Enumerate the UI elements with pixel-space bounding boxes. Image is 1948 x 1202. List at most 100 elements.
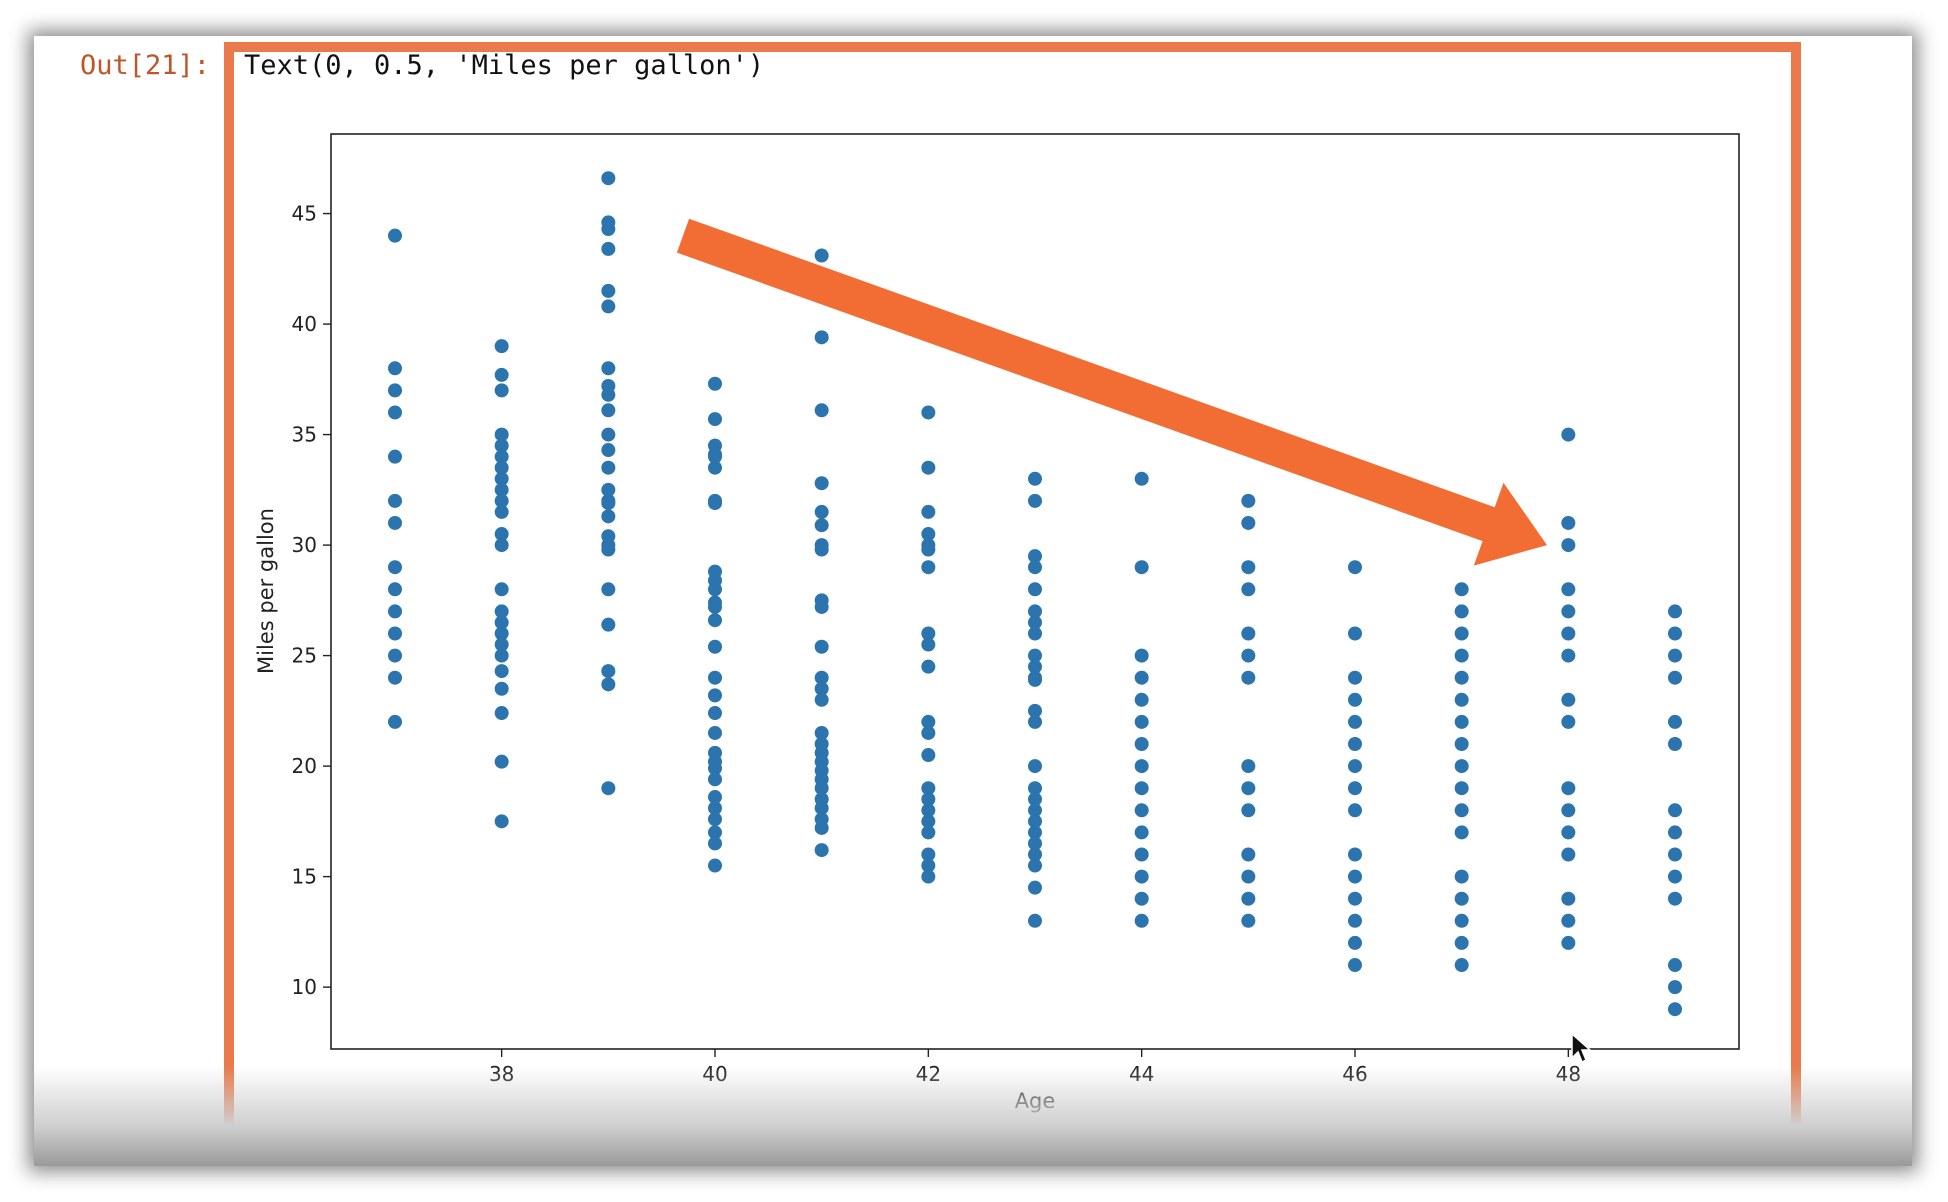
- trend-arrow-annotation: [676, 218, 1547, 566]
- data-point: [1348, 891, 1362, 906]
- data-point: [1348, 670, 1362, 685]
- data-point: [1134, 869, 1149, 884]
- data-point: [1134, 648, 1149, 663]
- data-point: [1028, 672, 1042, 687]
- data-point: [1028, 560, 1042, 575]
- data-point: [1561, 913, 1576, 928]
- data-point: [708, 706, 722, 721]
- data-point: [1454, 582, 1469, 597]
- x-tick-label: 38: [489, 1062, 514, 1086]
- data-point: [494, 339, 509, 354]
- data-point: [1668, 1002, 1682, 1017]
- data-point: [1561, 803, 1576, 818]
- data-point: [1028, 814, 1042, 829]
- data-point: [1028, 549, 1042, 564]
- data-point: [1028, 803, 1042, 818]
- data-point: [1454, 759, 1469, 774]
- data-point: [601, 222, 616, 237]
- data-point: [1028, 759, 1042, 774]
- data-point: [921, 847, 936, 862]
- data-point: [1134, 737, 1149, 751]
- data-point: [1668, 604, 1682, 619]
- data-point: [921, 869, 936, 884]
- data-point: [1348, 913, 1362, 928]
- data-point: [921, 825, 936, 840]
- data-point: [1134, 913, 1149, 928]
- data-point: [1454, 714, 1469, 729]
- data-point: [921, 781, 936, 796]
- data-point: [921, 748, 936, 763]
- data-point: [1028, 880, 1042, 895]
- data-point: [494, 754, 509, 769]
- data-point: [1561, 847, 1576, 862]
- data-point: [708, 858, 722, 873]
- data-point: [708, 460, 722, 475]
- data-point: [1454, 737, 1469, 751]
- data-point: [814, 504, 829, 519]
- data-point: [494, 438, 509, 453]
- data-point: [708, 790, 722, 805]
- data-point: [1028, 648, 1042, 663]
- data-point: [601, 664, 616, 679]
- notebook-output-window: Out[21]: Text(0, 0.5, 'Miles per gallon'…: [34, 36, 1912, 1166]
- data-point: [708, 582, 722, 597]
- y-tick-label: 15: [292, 865, 317, 889]
- data-point: [601, 299, 616, 314]
- data-point: [601, 617, 616, 632]
- data-point: [388, 582, 402, 597]
- data-point: [1561, 781, 1576, 796]
- data-point: [1241, 493, 1256, 508]
- data-point: [1241, 847, 1256, 862]
- data-point: [1348, 935, 1362, 950]
- data-point: [814, 781, 829, 796]
- data-point: [1348, 714, 1362, 729]
- data-point: [1241, 869, 1256, 884]
- data-point: [708, 496, 722, 511]
- data-point: [921, 659, 936, 674]
- data-point: [1028, 604, 1042, 619]
- data-point: [1561, 538, 1576, 553]
- data-point: [388, 493, 402, 508]
- data-point: [388, 648, 402, 663]
- data-point: [1028, 626, 1042, 641]
- data-point: [1561, 604, 1576, 619]
- data-point: [1241, 648, 1256, 663]
- data-point: [708, 639, 722, 654]
- data-point: [708, 812, 722, 827]
- data-point: [1348, 781, 1362, 796]
- data-point: [1668, 980, 1682, 995]
- data-point: [1668, 737, 1682, 751]
- data-point: [388, 449, 402, 464]
- data-point: [814, 330, 829, 345]
- data-point: [388, 670, 402, 685]
- data-point: [1348, 560, 1362, 575]
- data-point: [708, 376, 722, 391]
- data-point: [601, 387, 616, 402]
- data-point: [708, 725, 722, 740]
- data-point: [1028, 858, 1042, 873]
- y-tick-label: 25: [292, 644, 317, 668]
- data-point: [494, 383, 509, 398]
- data-point: [1348, 759, 1362, 774]
- data-point: [1028, 714, 1042, 729]
- data-point: [494, 615, 509, 630]
- data-point: [388, 405, 402, 420]
- data-point: [814, 681, 829, 696]
- data-point: [1348, 692, 1362, 707]
- data-point: [708, 412, 722, 427]
- data-point: [601, 427, 616, 442]
- data-point: [1668, 825, 1682, 840]
- y-tick-label: 10: [292, 975, 317, 999]
- data-point: [814, 670, 829, 685]
- data-point: [921, 792, 936, 807]
- data-point: [921, 405, 936, 420]
- data-point: [1028, 659, 1042, 674]
- data-point: [1454, 869, 1469, 884]
- mouse-cursor-icon: [1571, 1032, 1592, 1064]
- data-point: [921, 814, 936, 829]
- data-point: [1028, 471, 1042, 486]
- x-tick-label: 42: [916, 1062, 941, 1086]
- data-point: [1134, 714, 1149, 729]
- data-point: [494, 367, 509, 382]
